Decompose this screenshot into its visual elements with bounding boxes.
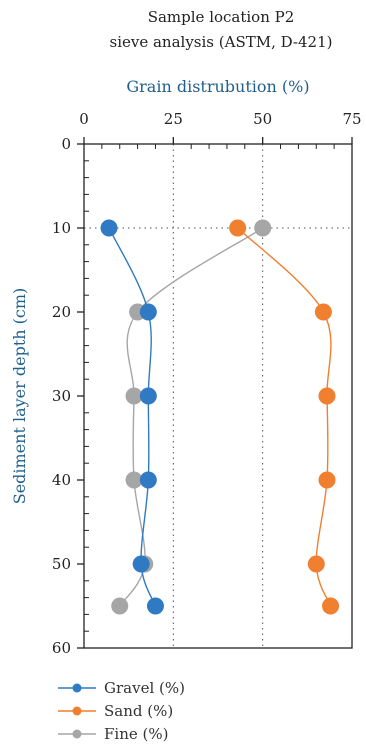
chart-title-line-1: Sample location P2 bbox=[148, 8, 295, 26]
chart-title-line-2: sieve analysis (ASTM, D-421) bbox=[110, 33, 333, 51]
legend-label-0: Gravel (%) bbox=[104, 679, 185, 697]
series-0-point-4 bbox=[132, 555, 150, 573]
series-2-point-3 bbox=[125, 471, 143, 489]
series-2-point-0 bbox=[254, 219, 272, 237]
series-2-point-2 bbox=[125, 387, 143, 405]
legend-marker-1 bbox=[72, 706, 82, 716]
series-0-point-5 bbox=[146, 597, 164, 615]
series-1-point-0 bbox=[229, 219, 247, 237]
series-line-1 bbox=[237, 227, 332, 607]
x-tick-label: 75 bbox=[342, 110, 361, 128]
series-line-0 bbox=[108, 227, 157, 607]
series-1-point-4 bbox=[307, 555, 325, 573]
legend-label-2: Fine (%) bbox=[104, 725, 168, 743]
y-tick-label: 20 bbox=[52, 303, 71, 321]
series-0-point-0 bbox=[100, 219, 118, 237]
y-tick-label: 0 bbox=[61, 135, 71, 153]
y-tick-label: 10 bbox=[52, 219, 71, 237]
series-0-point-3 bbox=[139, 471, 157, 489]
y-axis-label: Sediment layer depth (cm) bbox=[10, 288, 29, 505]
x-tick-label: 0 bbox=[79, 110, 89, 128]
y-tick-label: 40 bbox=[52, 471, 71, 489]
series-0-point-1 bbox=[139, 303, 157, 321]
legend-marker-2 bbox=[72, 729, 82, 739]
legend: Gravel (%) Sand (%) Fine (%) bbox=[58, 679, 185, 743]
y-tick-label: 50 bbox=[52, 555, 71, 573]
x-tick-label: 50 bbox=[253, 110, 272, 128]
series-2-point-5 bbox=[111, 597, 129, 615]
x-tick-label: 25 bbox=[164, 110, 183, 128]
legend-marker-0 bbox=[72, 683, 82, 693]
series-lines bbox=[108, 227, 332, 607]
series-1-point-1 bbox=[314, 303, 332, 321]
series-1-point-3 bbox=[318, 471, 336, 489]
y-tick-label: 30 bbox=[52, 387, 71, 405]
series-0-point-2 bbox=[139, 387, 157, 405]
series-1-point-5 bbox=[322, 597, 340, 615]
legend-label-1: Sand (%) bbox=[104, 702, 173, 720]
ticks-layer: 0 25 50 75 0 10 20 30 40 50 60 bbox=[52, 110, 362, 657]
plot-frame bbox=[83, 143, 353, 649]
y-tick-label: 60 bbox=[52, 639, 71, 657]
grid-layer bbox=[84, 144, 352, 648]
series-1-point-2 bbox=[318, 387, 336, 405]
series-points bbox=[100, 219, 340, 615]
x-axis-label: Grain distrubution (%) bbox=[126, 77, 309, 96]
